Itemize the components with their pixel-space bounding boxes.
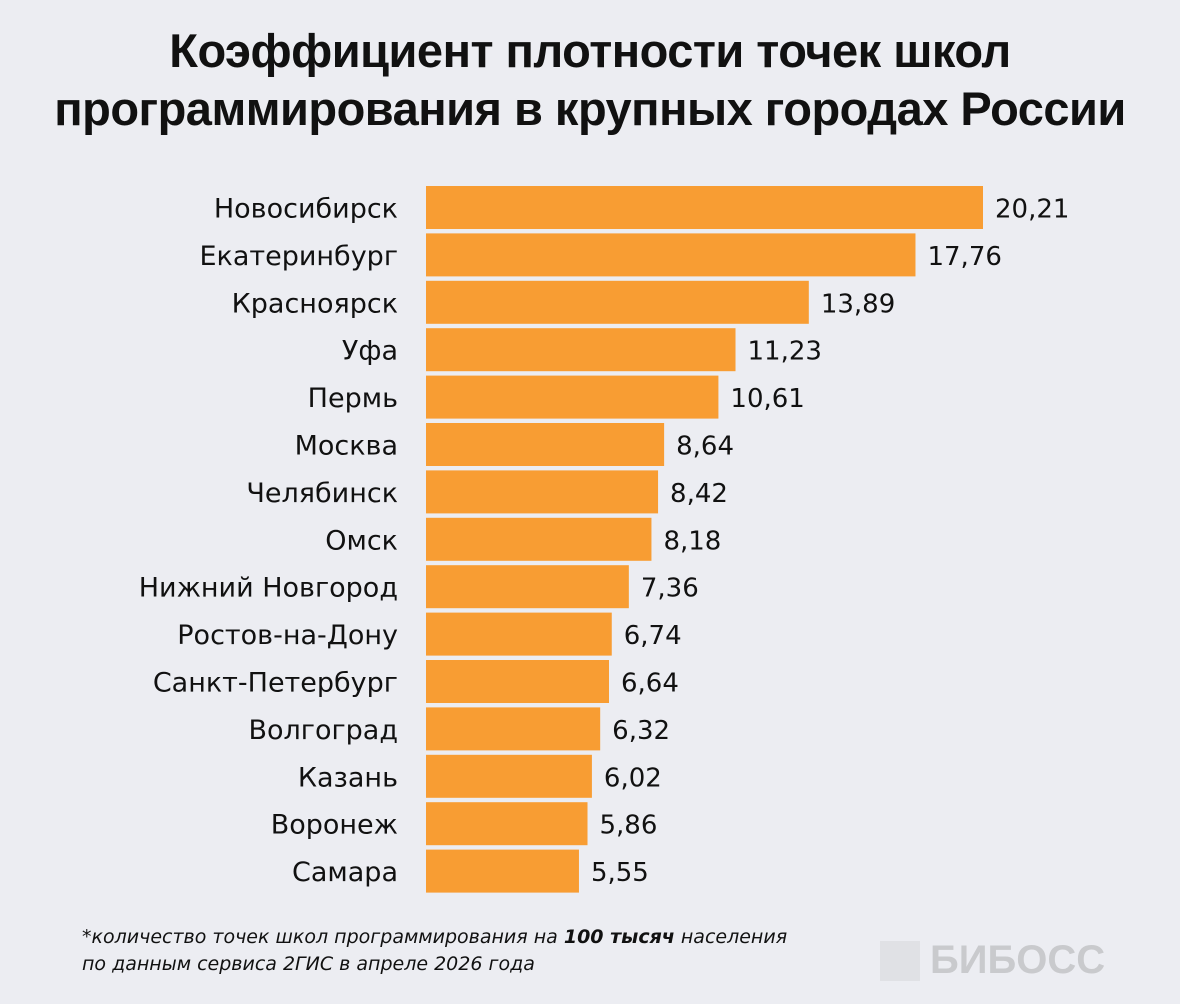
bar xyxy=(426,328,736,372)
category-label: Уфа xyxy=(342,336,398,367)
category-label: Омск xyxy=(325,525,398,556)
footnote-line1-bold: 100 тысяч xyxy=(563,926,675,948)
value-label: 11,23 xyxy=(748,337,822,367)
category-label: Ростов-на-Дону xyxy=(177,620,398,651)
value-label: 7,36 xyxy=(641,574,699,604)
value-label: 6,64 xyxy=(621,669,679,699)
logo-text: БИБОСС xyxy=(930,938,1106,982)
bar xyxy=(426,754,592,798)
bar xyxy=(426,517,652,561)
bar xyxy=(426,280,809,324)
bar xyxy=(426,802,588,846)
value-label: 17,76 xyxy=(927,242,1001,272)
category-label: Санкт-Петербург xyxy=(153,668,398,699)
value-label: 8,42 xyxy=(670,479,728,509)
bar xyxy=(426,375,719,419)
footnote-line1-pre: *количество точек школ программирования … xyxy=(82,926,564,948)
value-label: 6,02 xyxy=(604,763,662,793)
value-label: 5,55 xyxy=(591,858,649,888)
category-label: Самара xyxy=(292,857,398,888)
bar xyxy=(426,660,610,703)
category-label: Волгоград xyxy=(248,715,398,746)
footnote-line1-post: населения xyxy=(674,926,788,948)
footnote: *количество точек школ программирования … xyxy=(82,924,787,978)
bar xyxy=(426,565,629,609)
value-label: 8,18 xyxy=(663,526,721,556)
bar xyxy=(426,707,601,751)
value-label: 6,74 xyxy=(624,621,682,651)
bar xyxy=(426,423,665,466)
bar xyxy=(426,470,659,514)
category-label: Екатеринбург xyxy=(199,241,398,272)
category-label: Челябинск xyxy=(246,478,398,509)
value-label: 6,32 xyxy=(612,716,670,746)
bar xyxy=(426,186,983,229)
footnote-line2: по данным сервиса 2ГИС в апреле 2026 год… xyxy=(82,953,535,975)
category-label: Нижний Новгород xyxy=(139,573,398,604)
value-label: 13,89 xyxy=(821,289,895,319)
value-label: 20,21 xyxy=(995,195,1069,225)
category-label: Воронеж xyxy=(271,810,398,841)
logo: БИБОСС xyxy=(880,938,1105,983)
category-label: Красноярск xyxy=(232,288,398,319)
value-label: 8,64 xyxy=(676,432,734,462)
value-label: 5,86 xyxy=(600,811,658,841)
bar xyxy=(426,233,916,277)
category-label: Новосибирск xyxy=(214,194,398,225)
logo-icon xyxy=(880,940,920,981)
bar xyxy=(426,612,612,656)
bar-chart: Новосибирск 20,21 Екатеринбург 17,76 Красноя… xyxy=(139,186,1069,893)
chart-title: Коэффициент плотности точек школ програм… xyxy=(54,24,1126,135)
category-label: Пермь xyxy=(308,383,398,414)
bar xyxy=(426,849,579,893)
category-label: Москва xyxy=(295,431,398,462)
category-label: Казань xyxy=(298,762,398,793)
value-label: 10,61 xyxy=(730,384,804,414)
